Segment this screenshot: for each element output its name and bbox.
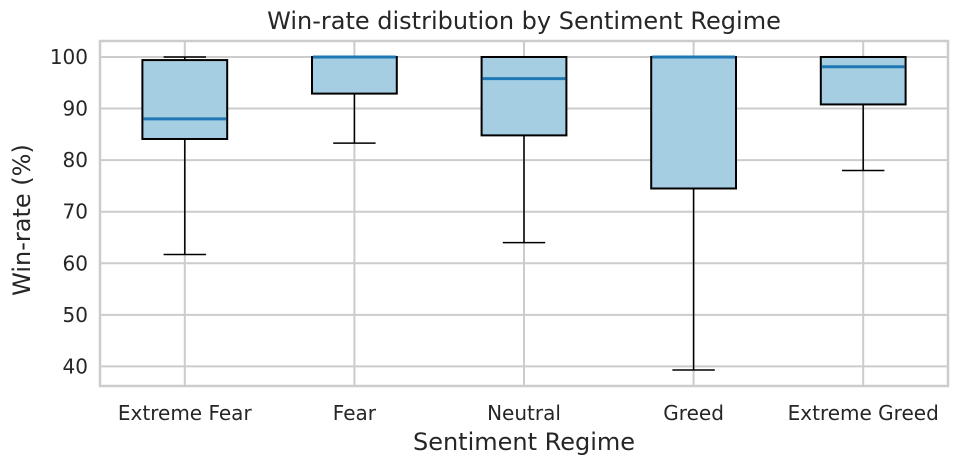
y-tick-label: 40: [63, 354, 88, 378]
y-tick-label: 50: [63, 303, 88, 327]
iqr-box: [141, 59, 229, 140]
x-axis-title: Sentiment Regime: [413, 428, 635, 456]
y-axis-title: Win-rate (%): [8, 144, 36, 296]
iqr-box: [311, 55, 398, 95]
iqr-box: [650, 55, 738, 190]
box-series: [141, 55, 907, 371]
chart-title: Win-rate distribution by Sentiment Regim…: [267, 7, 781, 35]
y-tick-label: 80: [63, 148, 88, 172]
x-tick-label: Neutral: [487, 401, 561, 425]
plot-border: [98, 39, 950, 388]
iqr-box: [480, 55, 568, 137]
y-tick-label: 60: [63, 251, 88, 275]
plot-frame: [98, 39, 950, 388]
tick-labels: 40 50 60 70 80 90 100 Extreme Fear Fear Neutral Gr…: [50, 45, 939, 425]
x-tick-label: Fear: [333, 401, 377, 425]
y-tick-label: 90: [63, 97, 88, 121]
x-tick-label: Greed: [663, 401, 724, 425]
y-tick-label: 70: [63, 200, 88, 224]
x-tick-label: Extreme Greed: [788, 401, 939, 425]
x-tick-label: Extreme Fear: [118, 401, 253, 425]
iqr-box: [819, 55, 907, 106]
y-tick-label: 100: [50, 45, 88, 69]
